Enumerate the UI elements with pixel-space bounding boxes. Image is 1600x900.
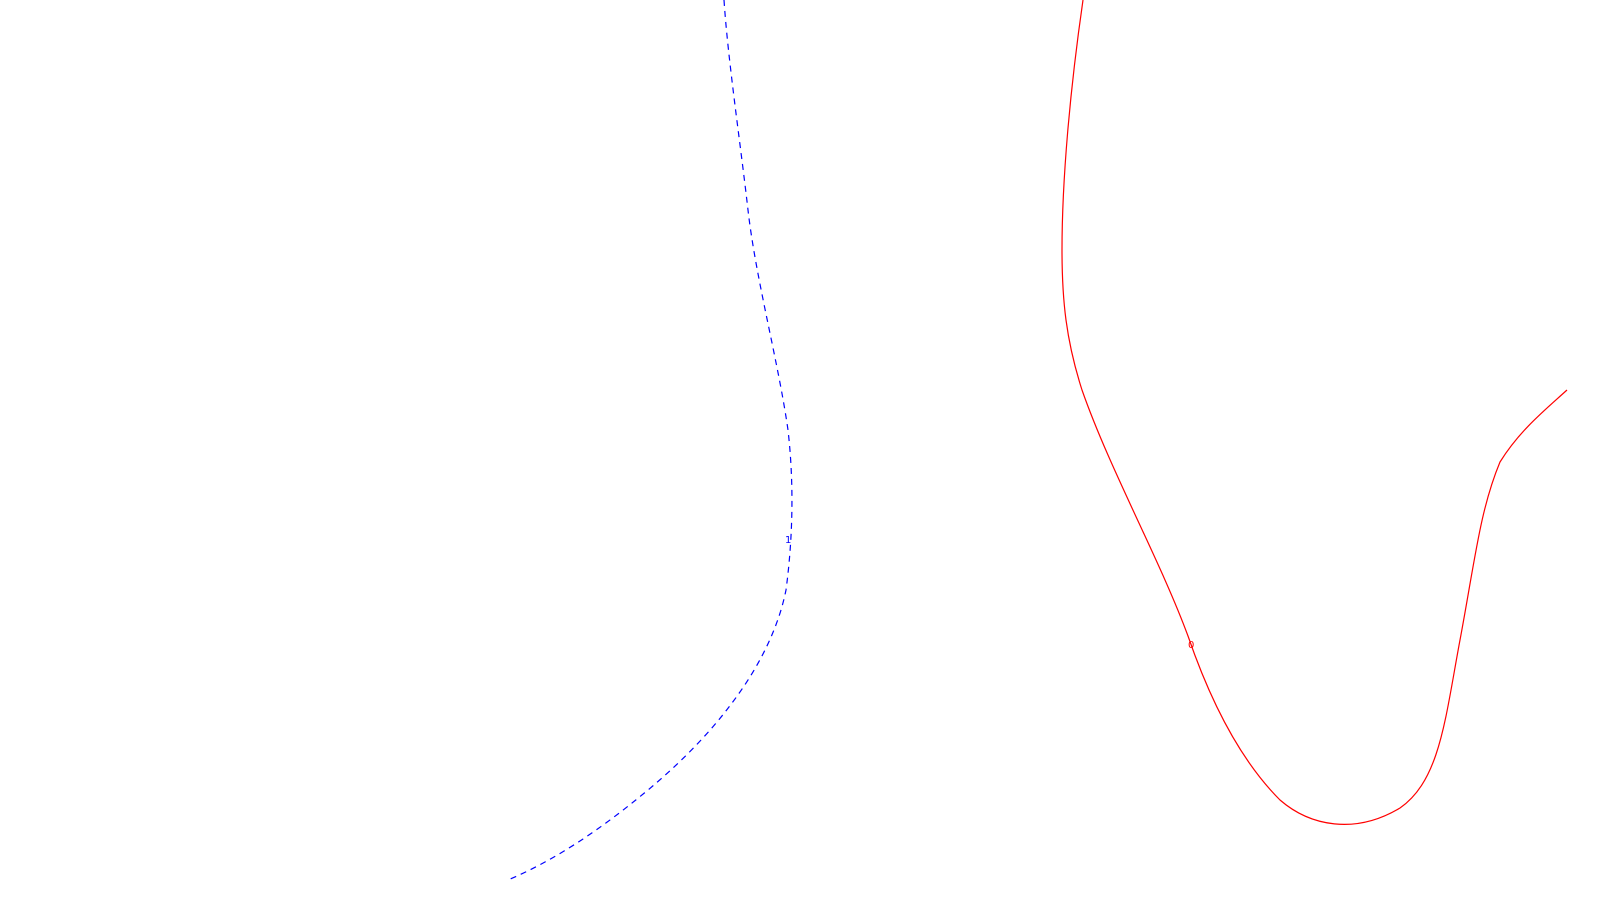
contour-line-level-1: [507, 0, 793, 881]
contour-label-level-0: 0: [1188, 640, 1194, 651]
contour-line-level-0: [1061, 0, 1568, 825]
contour-label-level-1: 1: [785, 535, 791, 546]
